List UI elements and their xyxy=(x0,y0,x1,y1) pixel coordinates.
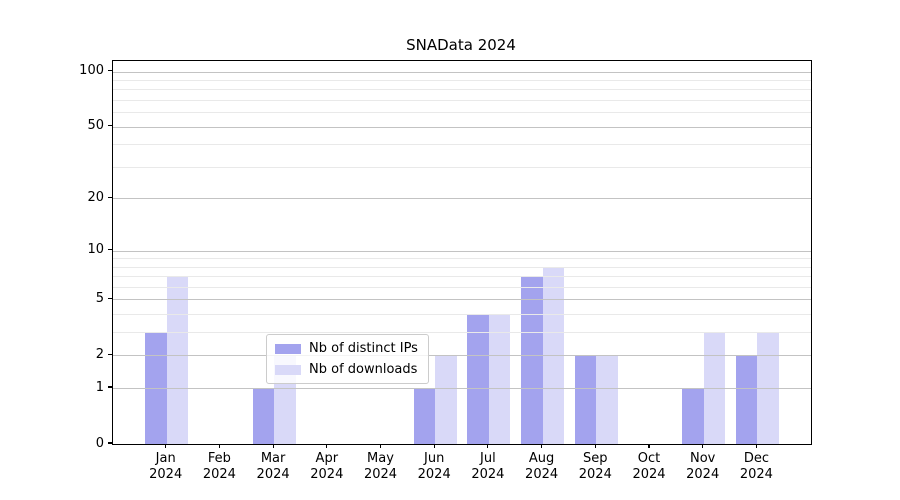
bar-nb-of-downloads-jan xyxy=(166,276,189,444)
x-tick-mark xyxy=(487,444,489,449)
y-tick-label: 0 xyxy=(95,435,104,451)
x-tick-label-apr: Apr 2024 xyxy=(310,451,344,482)
gridline-major xyxy=(113,198,811,200)
gridline-major xyxy=(113,299,811,301)
legend-label-downloads: Nb of downloads xyxy=(309,362,418,377)
gridline-major xyxy=(113,71,811,73)
x-tick-label-jun: Jun 2024 xyxy=(417,451,451,482)
x-tick-mark xyxy=(541,444,543,449)
gridline-major xyxy=(113,355,811,357)
x-tick-label-feb: Feb 2024 xyxy=(202,451,236,482)
y-tick-label: 20 xyxy=(87,189,104,205)
gridline-minor xyxy=(113,144,811,146)
x-tick-mark xyxy=(648,444,650,449)
x-tick-label-may: May 2024 xyxy=(363,451,398,482)
x-tick-mark xyxy=(755,444,757,449)
x-tick-label-dec: Dec 2024 xyxy=(739,451,773,482)
y-tick-mark xyxy=(107,297,112,299)
x-tick-label-nov: Nov 2024 xyxy=(686,451,720,482)
gridline-minor xyxy=(113,112,811,114)
y-tick-label: 50 xyxy=(87,118,104,134)
y-tick-mark xyxy=(107,69,112,72)
bar-nb-of-distinct-ips-dec xyxy=(735,355,758,444)
y-tick-label: 2 xyxy=(95,346,104,362)
x-tick-label-jul: Jul 2024 xyxy=(471,451,505,482)
bar-nb-of-distinct-ips-mar xyxy=(252,388,275,444)
y-tick-mark xyxy=(107,125,112,127)
gridline-major xyxy=(113,388,811,390)
legend-swatch-distinct-ips xyxy=(275,343,301,354)
y-tick-mark xyxy=(107,248,112,251)
x-tick-mark xyxy=(702,444,704,449)
legend-row: Nb of distinct IPs xyxy=(275,341,418,356)
y-tick-label: 5 xyxy=(95,290,104,306)
bar-nb-of-downloads-jul xyxy=(488,314,511,444)
x-tick-label-mar: Mar 2024 xyxy=(256,451,290,482)
gridline-minor xyxy=(113,266,811,268)
x-tick-label-aug: Aug 2024 xyxy=(525,451,559,482)
legend-label-distinct-ips: Nb of distinct IPs xyxy=(309,341,418,356)
x-tick-mark xyxy=(218,444,220,449)
x-tick-mark xyxy=(433,444,435,449)
y-tick-label: 100 xyxy=(79,63,104,79)
y-tick-mark xyxy=(107,196,112,198)
gridline-minor xyxy=(113,314,811,316)
x-tick-mark xyxy=(594,444,596,449)
bar-nb-of-distinct-ips-jun xyxy=(413,388,436,444)
plot-area xyxy=(112,60,812,445)
gridline-minor xyxy=(113,166,811,168)
y-tick-mark xyxy=(107,386,112,388)
x-tick-label-oct: Oct 2024 xyxy=(632,451,666,482)
gridline-major xyxy=(113,126,811,128)
gridline-minor xyxy=(113,276,811,278)
bar-nb-of-distinct-ips-sep xyxy=(574,355,597,444)
y-tick-mark xyxy=(107,353,112,355)
gridline-minor xyxy=(113,286,811,288)
legend-row: Nb of downloads xyxy=(275,362,418,377)
y-tick-mark xyxy=(107,442,112,444)
gridline-minor xyxy=(113,258,811,260)
bar-nb-of-distinct-ips-jul xyxy=(467,314,489,444)
bar-nb-of-downloads-sep xyxy=(596,355,618,444)
x-tick-label-jan: Jan 2024 xyxy=(149,451,183,482)
x-tick-mark xyxy=(165,444,167,449)
x-tick-mark xyxy=(379,444,382,449)
gridline-minor xyxy=(113,332,811,334)
bar-nb-of-downloads-jun xyxy=(435,355,457,444)
x-tick-mark xyxy=(326,444,328,449)
gridline-minor xyxy=(113,100,811,102)
x-tick-mark xyxy=(272,444,274,449)
chart-title: SNAData 2024 xyxy=(406,36,516,54)
gridline-major xyxy=(113,250,811,252)
y-tick-label: 10 xyxy=(87,242,104,257)
bar-nb-of-distinct-ips-nov xyxy=(682,388,704,444)
gridline-minor xyxy=(113,80,811,81)
gridline-minor xyxy=(113,89,811,91)
bar-nb-of-distinct-ips-aug xyxy=(521,276,543,444)
x-tick-label-sep: Sep 2024 xyxy=(578,451,612,482)
legend-swatch-downloads xyxy=(275,364,301,375)
y-tick-label: 1 xyxy=(95,379,104,395)
legend: Nb of distinct IPs Nb of downloads xyxy=(266,334,429,384)
